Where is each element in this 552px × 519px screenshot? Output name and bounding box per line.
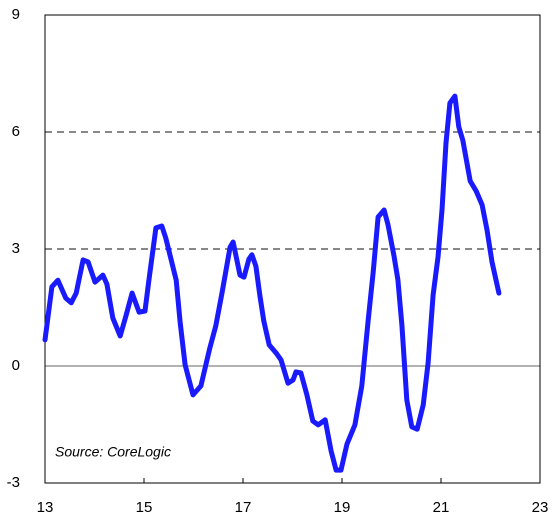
x-tick-label: 19 (334, 499, 351, 516)
y-tick-label: 0 (12, 357, 20, 374)
x-tick-label: 17 (235, 499, 252, 516)
x-tick-label: 15 (136, 499, 153, 516)
x-tick-label: 21 (433, 499, 450, 516)
x-tick-label: 23 (532, 499, 549, 516)
y-tick-label: 3 (12, 240, 20, 257)
line-series (42, 93, 502, 473)
y-tick-label: -3 (7, 474, 20, 491)
y-tick-label: 6 (12, 123, 20, 140)
annotation: Source: CoreLogic (55, 444, 171, 460)
plot-border (44, 14, 541, 484)
y-tick-label: 9 (12, 6, 20, 23)
x-tick-label: 13 (37, 499, 54, 516)
